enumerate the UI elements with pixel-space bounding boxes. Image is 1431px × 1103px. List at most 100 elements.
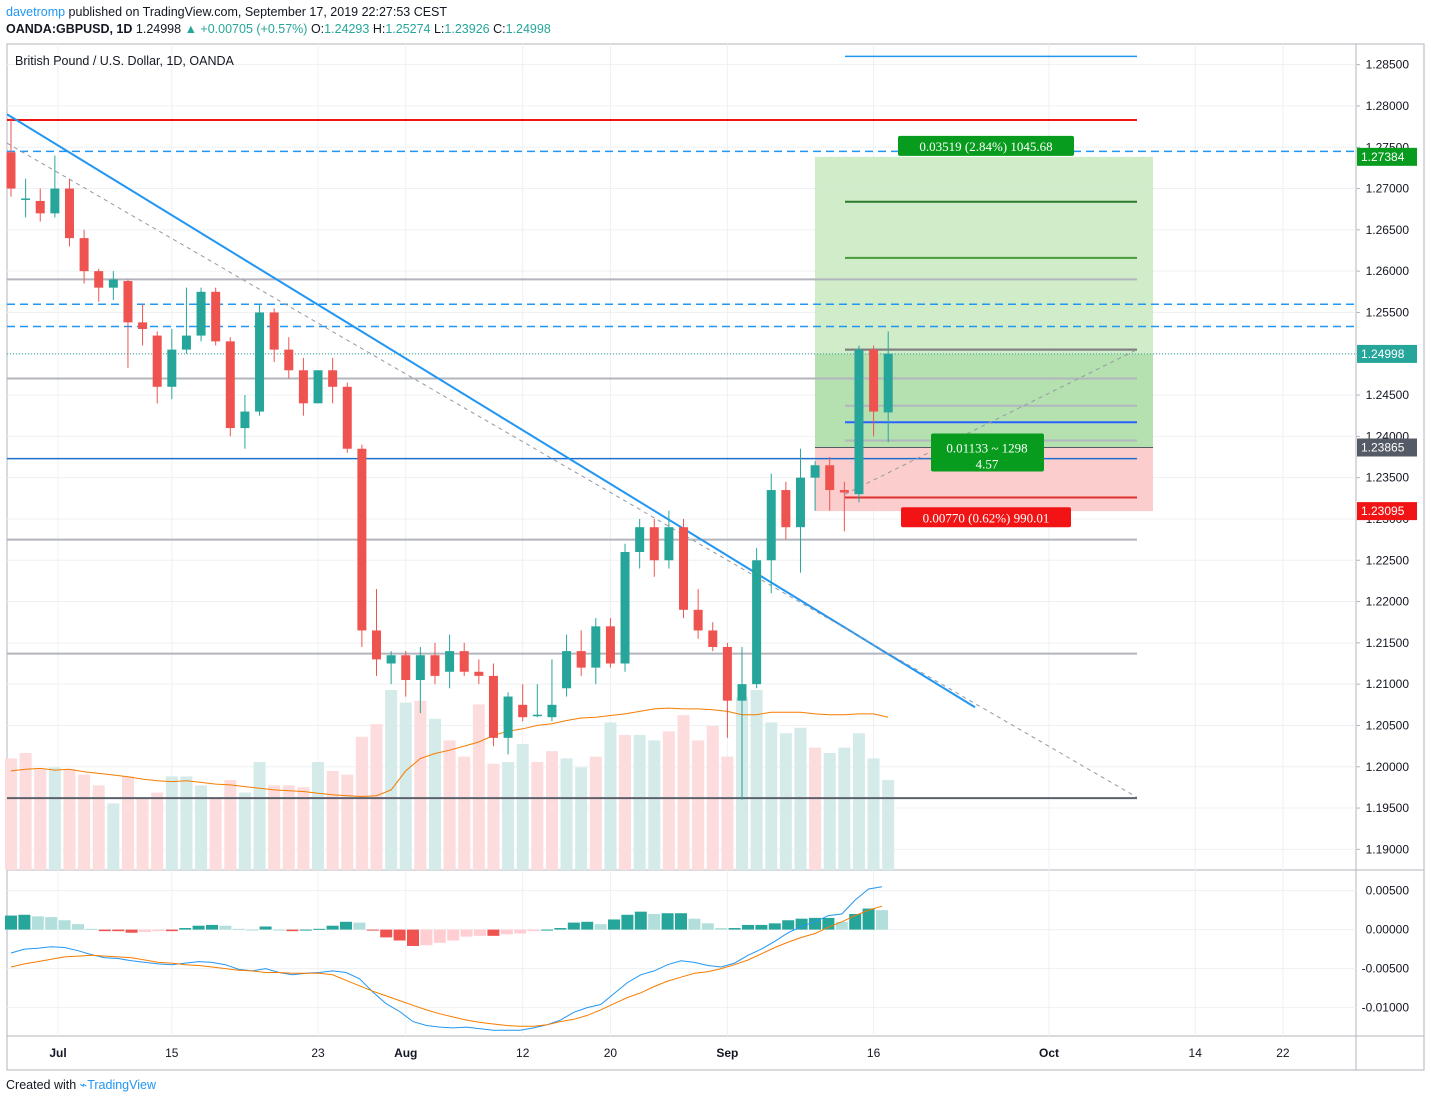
- candle-body: [50, 188, 60, 214]
- candles: [6, 118, 893, 800]
- grid: [7, 44, 1424, 1070]
- volume-bar: [268, 785, 281, 870]
- macd-histogram-bar: [608, 919, 620, 930]
- time-tick-label: Sep: [716, 1046, 738, 1060]
- candle-body: [255, 312, 265, 412]
- volume-bar: [633, 735, 646, 870]
- candle-body: [64, 188, 74, 239]
- candle-body: [591, 626, 601, 668]
- macd-histogram-bar: [420, 929, 433, 946]
- candle-body: [386, 655, 396, 664]
- horizontal-levels[interactable]: [7, 55, 1356, 800]
- candle-body: [167, 349, 177, 387]
- volume-bar: [852, 733, 865, 870]
- candle-body: [532, 714, 542, 717]
- candle-body: [123, 281, 133, 323]
- macd-histogram-bar: [621, 914, 634, 930]
- volume-bar: [19, 753, 32, 870]
- candle-body: [21, 198, 31, 200]
- volume-bar: [545, 751, 558, 870]
- time-tick-label: 23: [311, 1046, 325, 1060]
- volume-bar: [487, 763, 500, 870]
- macd-histogram-bar: [393, 929, 406, 941]
- macd-tick-label: 0.00500: [1366, 884, 1410, 898]
- macd-histogram-bar: [688, 918, 701, 930]
- macd-histogram-bar: [661, 913, 674, 930]
- candle-body: [430, 655, 440, 676]
- author-link[interactable]: davetromp: [6, 5, 66, 19]
- macd-histogram-bar: [125, 929, 138, 933]
- macd-histogram-bar: [648, 914, 661, 930]
- change-value: +0.00705 (+0.57%): [200, 22, 308, 36]
- volume-bar: [165, 776, 178, 870]
- volume-bar: [385, 690, 398, 870]
- volume-bar: [779, 733, 792, 870]
- volume-bar: [692, 740, 705, 870]
- macd-histogram-bar: [165, 929, 178, 932]
- macd-histogram-bar: [862, 908, 875, 930]
- candle-body: [357, 448, 367, 631]
- created-with-text: Created with: [6, 1078, 77, 1092]
- price-tick-label: 1.20000: [1366, 760, 1410, 774]
- volume-bar: [34, 769, 47, 870]
- price-tag: 1.23095: [1361, 504, 1405, 518]
- macd-histogram-bar: [755, 924, 768, 930]
- tradingview-brand[interactable]: TradingView: [87, 1078, 156, 1092]
- volume-bar: [209, 798, 222, 870]
- low-label: L:: [433, 22, 445, 36]
- candle-body: [313, 370, 323, 404]
- macd-histogram-bar: [554, 928, 567, 930]
- macd-histogram-bar: [460, 929, 473, 937]
- macd-histogram-bar: [795, 918, 808, 930]
- time-axis[interactable]: Jul 15 23 Aug 12 20 Sep 16 Oct 14 22: [49, 1046, 1290, 1060]
- volume-bars: [5, 690, 895, 870]
- volume-bar: [765, 722, 778, 870]
- volume-bar: [516, 744, 529, 870]
- candle-body: [138, 322, 148, 329]
- macd-histogram-bar: [433, 929, 446, 943]
- candle-body: [547, 704, 557, 718]
- price-axis[interactable]: 1.285001.280001.275001.270001.265001.260…: [1356, 58, 1417, 1015]
- macd-tick-label: -0.01000: [1362, 1001, 1410, 1015]
- candle-body: [825, 465, 835, 491]
- macd-histogram-bar: [822, 917, 835, 930]
- volume-bar: [370, 724, 383, 870]
- volume-bar: [63, 769, 76, 870]
- price-tag: 1.23865: [1361, 441, 1405, 455]
- macd-histogram-bar: [219, 925, 232, 930]
- macd-histogram-bar: [313, 928, 326, 930]
- candle-body: [181, 335, 191, 350]
- filled-zone: [815, 353, 1153, 448]
- volume-bar: [180, 776, 193, 870]
- candle-body: [766, 490, 776, 561]
- macd-histogram-bar: [139, 929, 151, 932]
- footer: Created with ⌁TradingView: [6, 1077, 156, 1092]
- candle-body: [605, 626, 615, 664]
- close-label: C:: [493, 22, 506, 36]
- price-tick-label: 1.28500: [1366, 58, 1410, 72]
- macd-histogram-bar: [541, 929, 553, 931]
- volume-bar: [531, 762, 544, 870]
- trendlines[interactable]: [6, 113, 1138, 798]
- candle-body: [737, 684, 747, 701]
- macd-histogram-bar: [782, 920, 795, 930]
- macd-histogram-bar: [527, 929, 540, 932]
- volume-bar: [560, 758, 573, 870]
- candle-body: [152, 335, 162, 387]
- macd-histogram-bar: [380, 929, 393, 938]
- center-label: 0.01133 ~ 1298: [946, 441, 1027, 456]
- macd-histogram-bar: [366, 929, 379, 931]
- candle-body: [225, 341, 235, 429]
- projection-line: [844, 349, 1138, 495]
- macd-histogram-bar: [58, 920, 71, 930]
- time-tick-label: Jul: [49, 1046, 66, 1060]
- low-value: 1.23926: [444, 22, 490, 36]
- macd-histogram-bar: [232, 928, 245, 930]
- macd-histogram-bar: [273, 929, 285, 931]
- center-label-bg: [931, 433, 1044, 472]
- volume-bar: [282, 785, 295, 870]
- macd-histogram-bar: [192, 925, 205, 930]
- close-value: 1.24998: [505, 22, 551, 36]
- macd-histogram-bar: [715, 928, 728, 930]
